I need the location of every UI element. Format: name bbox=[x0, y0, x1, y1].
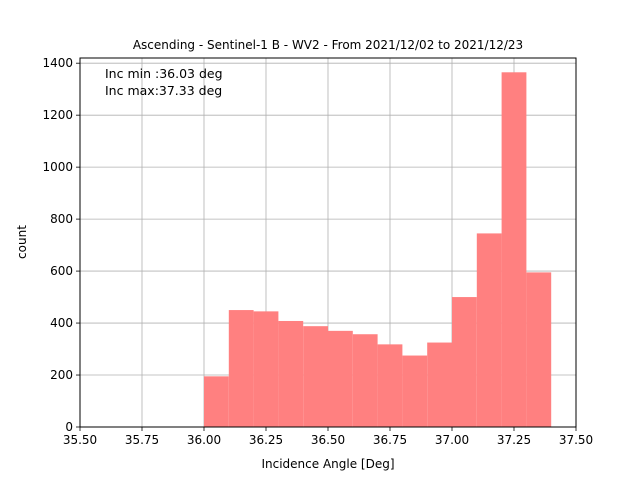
histogram-bar bbox=[452, 297, 477, 427]
x-tick-label: 35.50 bbox=[63, 433, 97, 447]
x-tick-label: 36.75 bbox=[373, 433, 407, 447]
histogram-bar bbox=[228, 310, 254, 427]
chart-title: Ascending - Sentinel-1 B - WV2 - From 20… bbox=[133, 38, 523, 52]
y-axis-ticks: 0 200 400 600 800 1000 1200 1400 bbox=[42, 56, 80, 434]
x-tick-label: 37.50 bbox=[559, 433, 593, 447]
x-tick-label: 36.25 bbox=[249, 433, 283, 447]
x-tick-label: 37.00 bbox=[435, 433, 469, 447]
histogram-bar bbox=[303, 326, 328, 427]
y-axis-label: count bbox=[15, 225, 29, 259]
histogram-bar bbox=[278, 320, 304, 427]
x-tick-label: 35.75 bbox=[125, 433, 159, 447]
y-tick-label: 1200 bbox=[42, 108, 73, 122]
histogram-bar bbox=[402, 355, 428, 427]
histogram-bar bbox=[352, 334, 378, 427]
x-axis-label: Incidence Angle [Deg] bbox=[261, 457, 394, 471]
x-axis-ticks: 35.50 35.75 36.00 36.25 36.50 36.75 37.00 37.25… bbox=[63, 427, 593, 447]
histogram-bars bbox=[204, 72, 552, 428]
annotation-inc-min: Inc min :36.03 deg bbox=[105, 66, 223, 81]
histogram-bar bbox=[377, 344, 403, 427]
histogram-bar bbox=[204, 376, 229, 427]
histogram-bar bbox=[526, 272, 552, 427]
y-tick-label: 800 bbox=[50, 212, 73, 226]
histogram-bar bbox=[427, 342, 452, 427]
y-tick-label: 1400 bbox=[42, 56, 73, 70]
histogram-bar bbox=[501, 72, 527, 428]
annotation-inc-max: Inc max:37.33 deg bbox=[105, 83, 222, 98]
y-tick-label: 400 bbox=[50, 316, 73, 330]
y-tick-label: 600 bbox=[50, 264, 73, 278]
y-tick-label: 1000 bbox=[42, 160, 73, 174]
x-tick-label: 36.00 bbox=[187, 433, 221, 447]
histogram-bar bbox=[476, 233, 502, 427]
x-tick-label: 37.25 bbox=[497, 433, 531, 447]
y-tick-label: 0 bbox=[65, 420, 73, 434]
y-tick-label: 200 bbox=[50, 368, 73, 382]
histogram-bar bbox=[253, 311, 279, 427]
histogram-bar bbox=[328, 330, 353, 427]
x-tick-label: 36.50 bbox=[311, 433, 345, 447]
